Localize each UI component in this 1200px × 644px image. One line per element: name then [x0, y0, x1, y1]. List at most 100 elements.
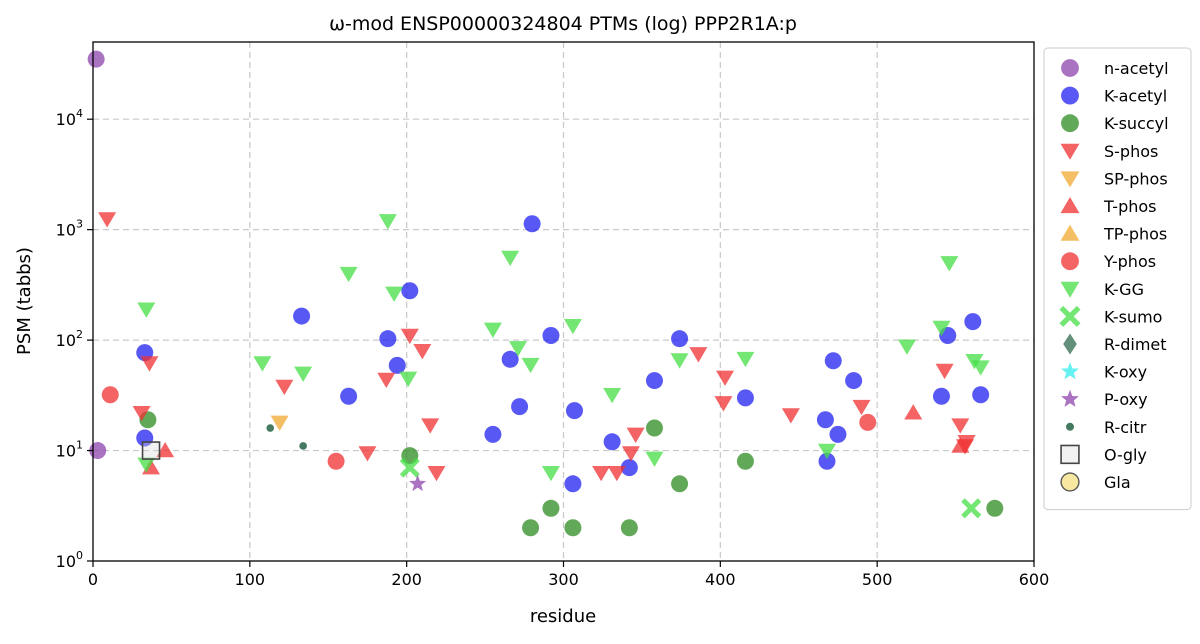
point-k-acetyl [565, 402, 583, 420]
legend-marker-s-phos [1060, 143, 1080, 160]
legend-marker-k-succyl [1061, 114, 1079, 133]
x-tick-label: 400 [705, 570, 736, 589]
legend-marker-tp-phos [1060, 224, 1080, 241]
point-r-citr [299, 442, 307, 450]
legend-label: K-oxy [1104, 363, 1147, 382]
point-s-phos [957, 435, 976, 451]
point-r-citr [266, 424, 275, 432]
legend-label: Y-phos [1103, 252, 1156, 271]
legend-label: R-dimet [1104, 335, 1167, 354]
point-s-phos [714, 396, 733, 412]
legend-label: S-phos [1104, 142, 1158, 161]
point-k-succyl [401, 447, 419, 465]
point-k-acetyl [620, 459, 638, 477]
x-tick-label: 0 [88, 570, 98, 589]
point-s-phos [716, 370, 735, 386]
point-k-gg [137, 302, 156, 318]
point-k-gg [378, 214, 397, 230]
point-s-phos [689, 347, 708, 363]
point-s-phos [377, 372, 396, 389]
point-k-succyl [645, 419, 663, 437]
legend-marker-r-dimet [1063, 333, 1077, 355]
point-k-acetyl [964, 313, 982, 331]
point-k-gg [940, 256, 959, 272]
point-k-gg [971, 360, 990, 376]
point-s-phos [781, 408, 800, 424]
legend-marker-y-phos [1061, 252, 1079, 271]
point-o-gly [141, 441, 161, 460]
point-k-acetyl [379, 330, 397, 348]
point-k-acetyl [816, 411, 834, 429]
legend-marker-p-oxy [1061, 389, 1079, 407]
legend-marker-o-gly [1060, 444, 1080, 465]
point-k-acetyl [293, 307, 311, 325]
x-tick-label: 300 [548, 570, 579, 589]
point-k-gg [736, 351, 755, 368]
point-k-acetyl [388, 356, 406, 374]
point-k-gg [897, 339, 916, 355]
point-k-succyl [671, 475, 689, 493]
legend-label: TP-phos [1103, 225, 1167, 244]
point-k-gg [509, 341, 528, 357]
legend-marker-r-citr [1066, 422, 1074, 431]
point-s-phos [98, 212, 117, 228]
point-k-acetyl [736, 389, 754, 407]
point-k-gg [385, 286, 404, 302]
point-k-gg [294, 366, 313, 382]
point-k-acetyl [340, 387, 358, 405]
point-k-succyl [986, 499, 1004, 517]
point-k-gg [339, 266, 358, 283]
point-s-phos [951, 418, 970, 434]
y-tick-label: 101 [56, 439, 83, 461]
point-k-succyl [620, 519, 638, 537]
legend-marker-n-acetyl [1061, 59, 1079, 77]
point-k-acetyl [603, 433, 621, 451]
point-k-gg [521, 357, 540, 374]
point-s-phos [400, 328, 419, 345]
point-k-acetyl [824, 352, 842, 370]
point-s-phos [421, 418, 440, 434]
x-tick-label: 600 [1019, 570, 1050, 589]
point-k-gg [541, 465, 560, 482]
chart-title: ω-mod ENSP00000324804 PTMs (log) PPP2R1A… [329, 13, 797, 35]
grid [93, 42, 1034, 561]
point-s-phos [275, 379, 294, 396]
point-y-phos [859, 413, 877, 431]
y-axis-label: PSM (tabbs) [14, 247, 35, 355]
point-k-gg [253, 356, 272, 372]
y-tick-label: 102 [56, 328, 83, 350]
legend-label: SP-phos [1104, 169, 1168, 188]
data-points [87, 50, 1004, 537]
legend-label: P-oxy [1104, 390, 1148, 409]
point-y-phos [101, 386, 119, 404]
axes: 0 100 200 300 400 500 600 100 101 102 103 104 [56, 107, 1050, 589]
point-k-gg [603, 388, 622, 404]
point-k-gg [670, 353, 689, 369]
legend: n-acetyl K-acetyl K-succyl S-phos SP-phos T-p… [1043, 47, 1192, 511]
point-s-phos [607, 465, 626, 482]
legend-label: R-citr [1104, 418, 1147, 437]
legend-box [1043, 47, 1192, 511]
legend-label: n-acetyl [1104, 59, 1169, 78]
point-t-phos [904, 404, 923, 420]
point-s-phos [626, 427, 645, 443]
y-tick-label: 104 [56, 107, 83, 129]
legend-marker-gla [1060, 472, 1080, 492]
legend-marker-k-oxy [1061, 362, 1079, 380]
point-k-gg [645, 451, 664, 467]
point-k-acetyl [484, 425, 502, 443]
point-s-phos [427, 465, 446, 482]
x-tick-label: 500 [862, 570, 893, 589]
point-k-acetyl [932, 387, 950, 405]
point-k-succyl [736, 452, 754, 470]
legend-label: K-succyl [1104, 114, 1169, 133]
point-k-gg [563, 318, 582, 335]
point-s-phos [621, 446, 640, 462]
point-k-gg [501, 250, 520, 267]
point-k-acetyl [845, 372, 863, 390]
legend-marker-k-sumo [1059, 305, 1081, 327]
point-k-acetyl [501, 350, 519, 368]
point-t-phos [156, 442, 175, 458]
point-k-gg [932, 320, 951, 337]
